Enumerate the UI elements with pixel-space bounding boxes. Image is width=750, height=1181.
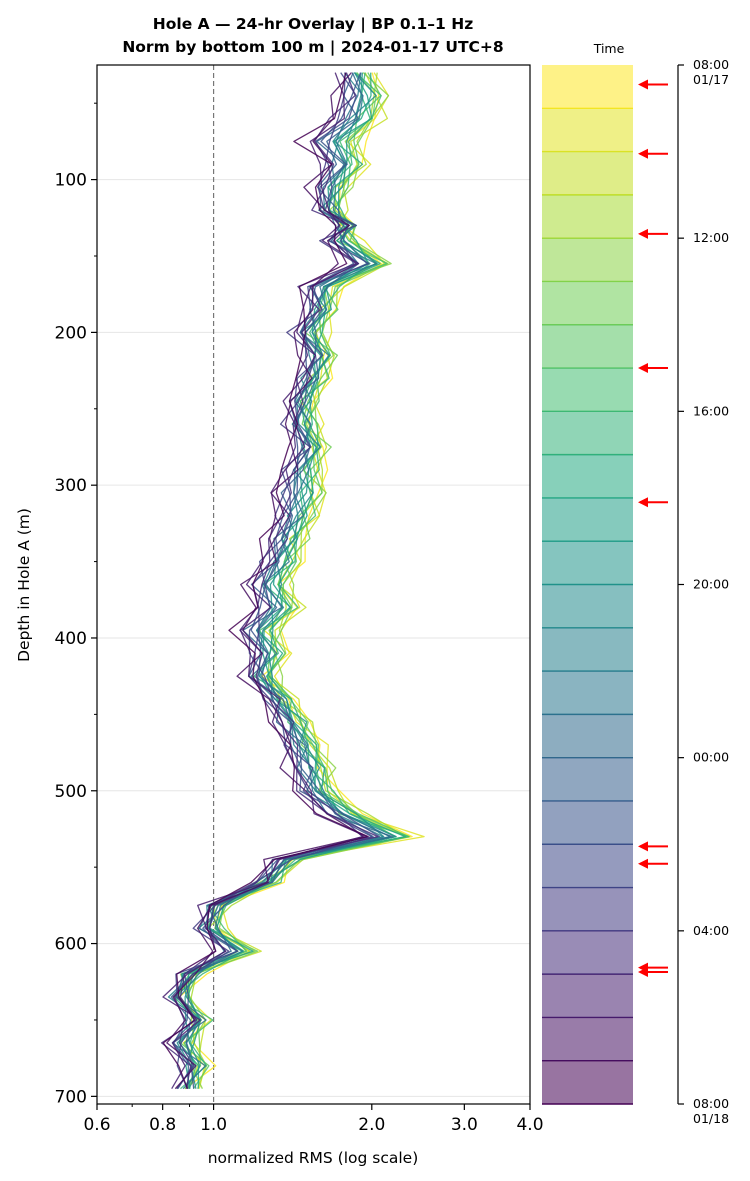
arrow-head <box>638 497 648 508</box>
colorbar-segment <box>542 1060 633 1105</box>
colorbar-segment <box>542 671 633 715</box>
series-line <box>178 72 406 1089</box>
series-line <box>160 72 379 1089</box>
y-tick-label: 100 <box>55 171 87 191</box>
arrow-head <box>638 966 648 977</box>
colorbar-segment <box>542 930 633 975</box>
series-line <box>162 72 368 1090</box>
series-line <box>173 72 381 1089</box>
y-tick-label: 200 <box>55 323 87 343</box>
series-traces <box>160 72 425 1090</box>
colorbar-segment <box>542 887 633 932</box>
y-axis-label: Depth in Hole A (m) <box>15 508 33 662</box>
x-tick-label: 4.0 <box>516 1115 543 1135</box>
x-tick-label: 2.0 <box>358 1115 385 1135</box>
colorbar-segment <box>542 368 633 412</box>
colorbar-segment <box>542 454 633 499</box>
colorbar-segment <box>542 714 633 759</box>
colorbar-segment <box>542 497 633 542</box>
time-tick-label: 12:00 <box>693 230 729 245</box>
series-line <box>167 72 384 1090</box>
x-tick-label: 0.8 <box>149 1115 176 1135</box>
time-tick-label: 04:00 <box>693 923 729 938</box>
event-arrows <box>638 79 668 977</box>
y-tick-label: 600 <box>55 935 87 955</box>
colorbar-segment <box>542 1017 633 1062</box>
y-axis-ticks: 100 200 300 400 500 600 700 <box>55 102 97 1107</box>
time-colorbar-label: Time <box>593 41 625 56</box>
chart-subtitle: Norm by bottom 100 m | 2024-01-17 UTC+8 <box>122 38 503 57</box>
colorbar-segment <box>542 108 633 153</box>
x-tick-label: 3.0 <box>451 1115 478 1135</box>
arrow-head <box>638 79 648 90</box>
chart-title: Hole A — 24-hr Overlay | BP 0.1–1 Hz <box>153 15 473 34</box>
arrow-head <box>638 841 648 852</box>
series-line <box>179 72 410 1090</box>
colorbar-segment <box>542 151 633 196</box>
time-tick-label: 16:00 <box>693 403 729 418</box>
arrow-head <box>638 148 648 159</box>
time-tick-label: 08:00 01/18 <box>693 1096 729 1126</box>
grid-lines <box>97 179 530 1097</box>
colorbar-segment <box>542 324 633 369</box>
colorbar-segment <box>542 757 633 802</box>
time-colorbar <box>542 65 633 1105</box>
plot-area: 0.6 0.8 1.0 2.0 3.0 4.0 100 200 300 400 500 600 700 <box>55 64 544 1135</box>
time-axis: 08:00 01/17 12:00 16:00 20:00 00:00 04:00 08:00… <box>677 57 729 1126</box>
plot-frame <box>96 64 531 1105</box>
colorbar-segment <box>542 65 633 109</box>
colorbar-segment <box>542 584 633 629</box>
time-tick-label: 08:00 01/17 <box>693 57 729 87</box>
y-tick-label: 300 <box>55 476 87 496</box>
x-tick-label: 1.0 <box>200 1115 227 1135</box>
y-tick-label: 700 <box>55 1087 87 1107</box>
arrow-head <box>638 858 648 869</box>
colorbar-segment <box>542 800 633 845</box>
time-tick-label: 20:00 <box>693 577 729 592</box>
time-tick-label: 00:00 <box>693 750 729 765</box>
arrow-head <box>638 228 648 239</box>
y-tick-label: 400 <box>55 629 87 649</box>
y-tick-label: 500 <box>55 782 87 802</box>
colorbar-segment <box>542 844 633 889</box>
colorbar-segment <box>542 281 633 326</box>
x-axis-label: normalized RMS (log scale) <box>208 1149 419 1167</box>
colorbar-segment <box>542 541 633 585</box>
series-line <box>162 72 369 1089</box>
colorbar-segment <box>542 194 633 239</box>
colorbar-segment <box>542 974 633 1018</box>
colorbar-segment <box>542 627 633 672</box>
colorbar-segment <box>542 411 633 456</box>
x-tick-label: 0.6 <box>83 1115 110 1135</box>
series-line <box>174 72 410 1089</box>
colorbar-segment <box>542 238 633 282</box>
arrow-head <box>638 363 648 374</box>
x-axis-ticks: 0.6 0.8 1.0 2.0 3.0 4.0 <box>83 1104 544 1135</box>
